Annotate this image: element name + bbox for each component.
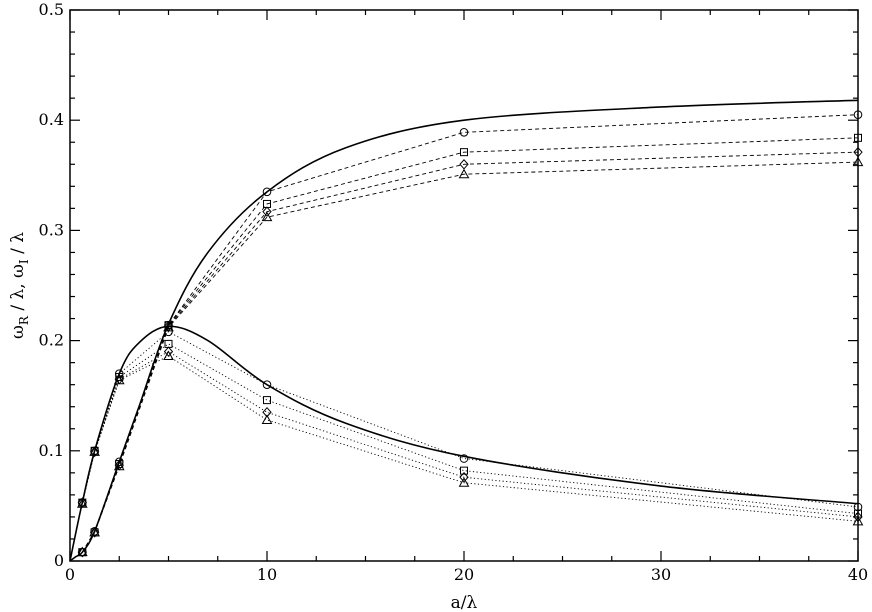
square-marker [115, 372, 124, 381]
series-line-7 [81, 351, 859, 518]
series-8 [76, 350, 864, 526]
square-marker [164, 339, 173, 348]
diamond-marker [262, 406, 272, 418]
theory-curves [69, 99, 859, 562]
series-6 [78, 339, 862, 518]
triangle-marker [458, 477, 470, 487]
diamond-marker [89, 446, 100, 458]
triangle-marker [163, 321, 174, 332]
diamond-marker [459, 471, 469, 483]
series-line-6 [81, 343, 859, 515]
x-tick-label: 0 [65, 565, 75, 584]
series-line-2 [81, 137, 859, 553]
circle-marker [262, 187, 272, 197]
series-line-4 [81, 161, 859, 553]
y-title-end: / λ [8, 232, 28, 260]
data-series [76, 110, 864, 558]
y-tick-label: 0.5 [39, 0, 64, 19]
square-marker [263, 396, 271, 405]
tick-labels: 0 10 20 30 40 0 0.1 0.2 0.3 0.4 0.5 [39, 0, 869, 584]
x-tick-label: 30 [651, 565, 671, 584]
triangle-marker [261, 414, 273, 424]
series-line-8 [81, 355, 859, 522]
square-marker [460, 466, 468, 475]
diamond-marker [262, 206, 272, 217]
triangle-marker [89, 526, 100, 537]
y-title-sub-r: R [17, 315, 31, 325]
x-tick-label: 40 [848, 565, 868, 584]
y-axis-title: ωR / λ, ωI / λ [8, 232, 31, 339]
circle-marker [164, 327, 173, 337]
series-2 [78, 133, 862, 557]
theory-curve-2 [69, 325, 859, 562]
series-line-1 [81, 114, 859, 553]
series-line-5 [81, 331, 859, 508]
triangle-marker [163, 350, 174, 361]
series-4 [76, 156, 864, 557]
triangle-marker [113, 374, 125, 385]
axis-ticks [69, 9, 859, 562]
y-tick-label: 0.1 [39, 441, 64, 460]
triangle-marker [76, 546, 88, 557]
x-axis-title: a/λ [451, 593, 478, 612]
y-title-mid: / λ, ω [8, 264, 28, 316]
y-tick-label: 0.2 [39, 331, 64, 350]
y-tick-label: 0.4 [39, 110, 64, 129]
theory-curve-1 [69, 99, 859, 562]
series-3 [77, 146, 863, 558]
y-tick-label: 0 [54, 551, 64, 570]
diamond-marker [77, 546, 87, 558]
circle-marker [459, 128, 469, 137]
y-tick-label: 0.3 [39, 220, 64, 239]
y-title-sub-i: I [17, 259, 31, 264]
triangle-marker [89, 446, 100, 456]
circle-marker [262, 380, 272, 389]
diamond-marker [89, 527, 100, 538]
x-tick-label: 20 [454, 565, 474, 584]
circle-marker [459, 454, 469, 463]
triangle-marker [261, 211, 273, 222]
series-line-3 [81, 151, 859, 553]
triangle-marker [113, 460, 125, 471]
square-marker [460, 148, 468, 157]
triangle-marker [458, 168, 470, 179]
x-tick-label: 10 [257, 565, 277, 584]
triangle-marker [76, 498, 88, 508]
series-5 [78, 327, 863, 512]
y-title-omega-r: ω [8, 325, 28, 339]
